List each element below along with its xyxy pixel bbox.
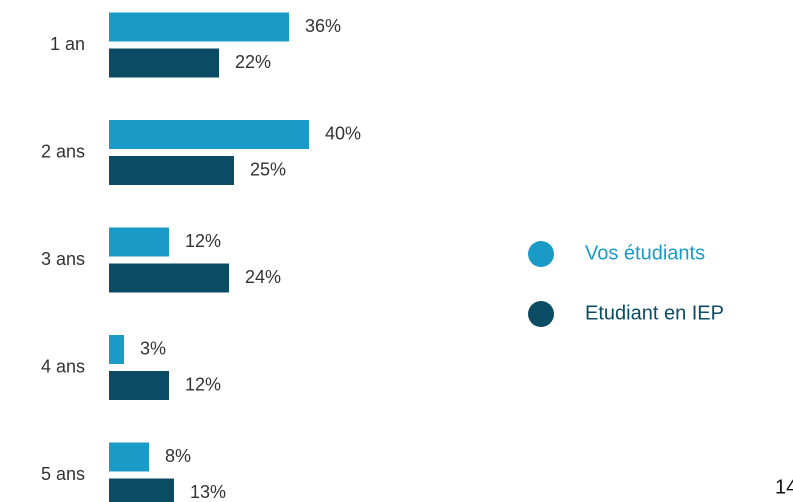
value-label: 8% [165,446,191,466]
value-label: 24% [245,267,281,287]
legend-label: Vos étudiants [585,242,705,264]
bar [109,335,124,364]
value-label: 40% [325,123,361,143]
category-label: 5 ans [41,464,85,484]
category-label: 3 ans [41,249,85,269]
page-number: 14 [775,476,793,498]
value-label: 36% [305,16,341,36]
value-label: 12% [185,374,221,394]
legend-marker [528,241,554,267]
bar [109,478,174,502]
legend-label: Etudiant en IEP [585,302,724,324]
bar [109,371,169,400]
value-label: 13% [190,482,226,502]
bar [109,12,289,42]
bar [109,442,149,472]
category-label: 2 ans [41,141,85,161]
value-label: 3% [140,338,166,358]
bar [109,120,309,149]
value-label: 22% [235,52,271,72]
bar [109,227,169,257]
bar [109,156,234,185]
value-label: 25% [250,159,286,179]
value-label: 12% [185,231,221,251]
legend-marker [528,301,554,327]
bar [109,48,219,78]
category-label: 1 an [50,34,85,54]
bar [109,263,229,293]
category-label: 4 ans [41,356,85,376]
